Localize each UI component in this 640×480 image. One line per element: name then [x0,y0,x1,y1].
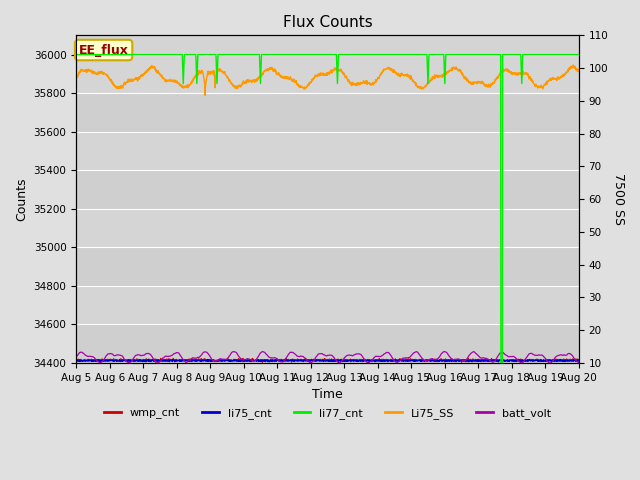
Y-axis label: 7500 SS: 7500 SS [612,173,625,225]
Bar [76,93,579,132]
Text: EE_flux: EE_flux [79,44,129,57]
Y-axis label: Counts: Counts [15,178,28,221]
X-axis label: Time: Time [312,388,343,401]
Bar [76,132,579,170]
Bar [76,55,579,93]
Bar [76,209,579,247]
Legend: wmp_cnt, li75_cnt, li77_cnt, Li75_SS, batt_volt: wmp_cnt, li75_cnt, li77_cnt, Li75_SS, ba… [100,403,556,423]
Bar [76,170,579,209]
Title: Flux Counts: Flux Counts [283,15,372,30]
Bar [76,286,579,324]
Bar [76,324,579,363]
Bar [76,247,579,286]
